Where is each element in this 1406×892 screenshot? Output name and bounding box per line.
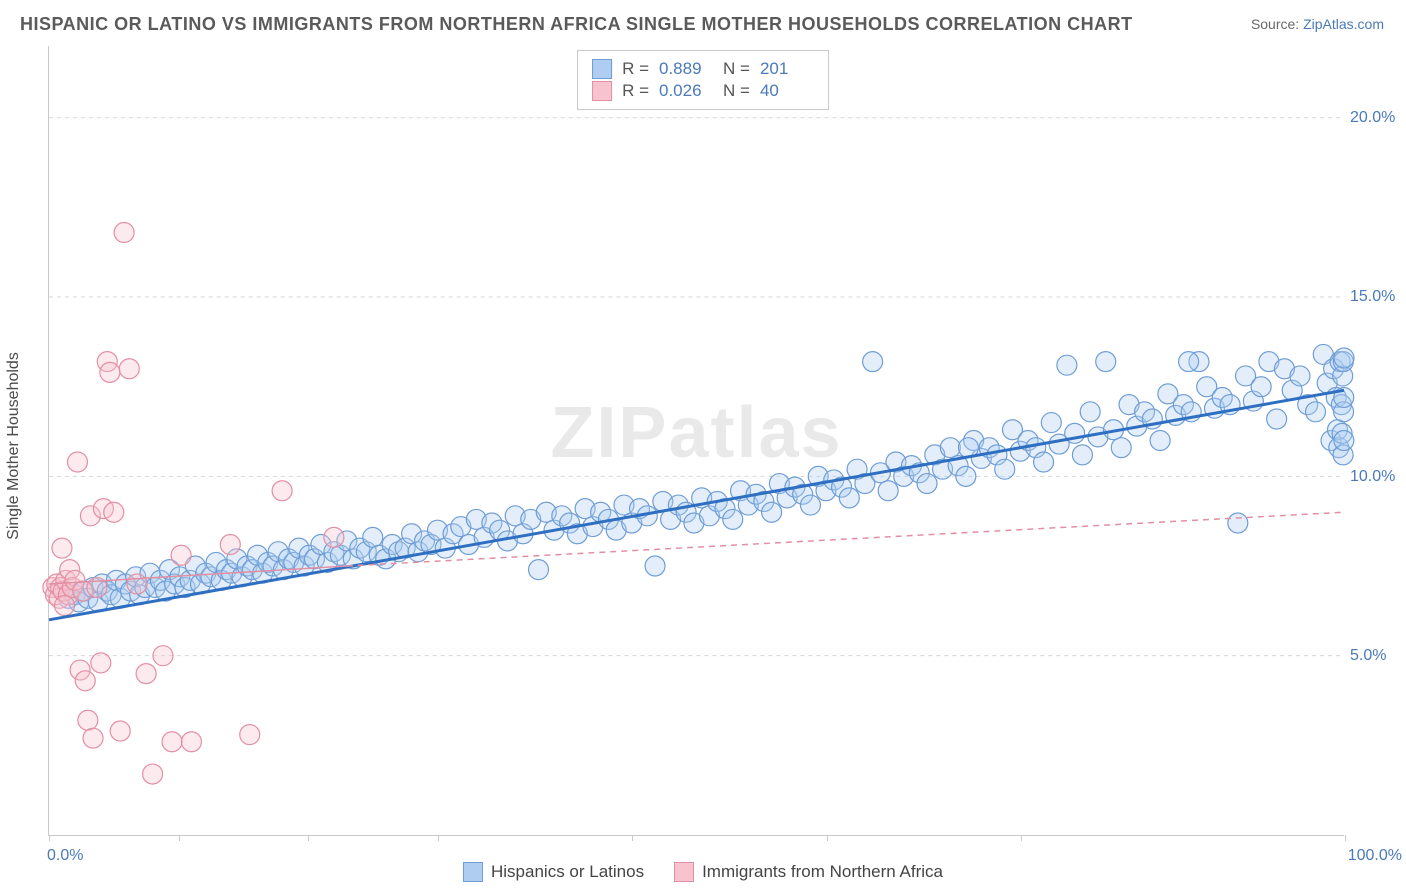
- legend-label: Immigrants from Northern Africa: [702, 862, 943, 882]
- n-label: N =: [723, 59, 750, 79]
- n-value: 201: [760, 59, 814, 79]
- data-point: [1041, 413, 1061, 433]
- data-point: [863, 352, 883, 372]
- chart-title: HISPANIC OR LATINO VS IMMIGRANTS FROM NO…: [20, 14, 1133, 35]
- data-point: [529, 560, 549, 580]
- data-point: [114, 223, 134, 243]
- x-tick: [632, 835, 633, 841]
- data-point: [75, 671, 95, 691]
- data-point: [136, 664, 156, 684]
- y-axis-label: Single Mother Households: [5, 352, 23, 540]
- r-label: R =: [622, 59, 649, 79]
- x-tick: [1021, 835, 1022, 841]
- legend-item: Immigrants from Northern Africa: [674, 862, 943, 882]
- data-point: [723, 509, 743, 529]
- data-point: [800, 495, 820, 515]
- data-point: [324, 527, 344, 547]
- legend-correlation: R = 0.889 N = 201 R = 0.026 N = 40: [577, 50, 829, 110]
- source-value: ZipAtlas.com: [1303, 16, 1384, 32]
- r-value: 0.889: [659, 59, 713, 79]
- data-point: [1072, 445, 1092, 465]
- swatch-pink: [592, 81, 612, 101]
- trend-line: [49, 390, 1344, 620]
- swatch-pink: [674, 862, 694, 882]
- legend-label: Hispanics or Latinos: [491, 862, 644, 882]
- chart-svg: [49, 46, 1344, 835]
- data-point: [78, 710, 98, 730]
- n-value: 40: [760, 81, 814, 101]
- data-point: [1111, 438, 1131, 458]
- data-point: [762, 502, 782, 522]
- data-point: [1096, 352, 1116, 372]
- data-point: [55, 595, 75, 615]
- data-point: [1267, 409, 1287, 429]
- data-point: [83, 728, 103, 748]
- data-point: [940, 438, 960, 458]
- legend-row: R = 0.889 N = 201: [592, 59, 814, 79]
- data-point: [1290, 366, 1310, 386]
- data-point: [995, 459, 1015, 479]
- x-tick: [308, 835, 309, 841]
- r-label: R =: [622, 81, 649, 101]
- data-point: [91, 653, 111, 673]
- data-point: [119, 359, 139, 379]
- legend-series: Hispanics or Latinos Immigrants from Nor…: [463, 862, 943, 882]
- data-point: [181, 732, 201, 752]
- y-tick-label: 20.0%: [1350, 109, 1400, 127]
- data-point: [100, 362, 120, 382]
- data-point: [917, 474, 937, 494]
- data-point: [67, 452, 87, 472]
- data-point: [878, 481, 898, 501]
- data-point: [127, 574, 147, 594]
- data-point: [956, 466, 976, 486]
- data-point: [110, 721, 130, 741]
- x-tick: [49, 835, 50, 841]
- y-tick-label: 10.0%: [1350, 468, 1400, 486]
- y-tick-label: 5.0%: [1350, 647, 1400, 665]
- data-point: [1228, 513, 1248, 533]
- y-tick-label: 15.0%: [1350, 288, 1400, 306]
- data-point: [1150, 431, 1170, 451]
- data-point: [171, 545, 191, 565]
- x-tick: [438, 835, 439, 841]
- data-point: [1080, 402, 1100, 422]
- data-point: [1334, 431, 1354, 451]
- data-point: [1179, 352, 1199, 372]
- data-point: [363, 527, 383, 547]
- data-point: [1251, 377, 1271, 397]
- x-tick: [1345, 835, 1346, 841]
- legend-item: Hispanics or Latinos: [463, 862, 644, 882]
- x-min-label: 0.0%: [47, 847, 83, 865]
- data-point: [104, 502, 124, 522]
- data-point: [272, 481, 292, 501]
- data-point: [220, 535, 240, 555]
- x-tick: [179, 835, 180, 841]
- data-point: [1034, 452, 1054, 472]
- r-value: 0.026: [659, 81, 713, 101]
- data-point: [1057, 355, 1077, 375]
- legend-row: R = 0.026 N = 40: [592, 81, 814, 101]
- source-attribution: Source: ZipAtlas.com: [1251, 16, 1384, 32]
- data-point: [162, 732, 182, 752]
- x-tick: [827, 835, 828, 841]
- data-point: [153, 646, 173, 666]
- plot-area: ZIPatlas 5.0%10.0%15.0%20.0% 0.0% 100.0%: [48, 46, 1344, 836]
- data-point: [839, 488, 859, 508]
- source-label: Source:: [1251, 16, 1299, 32]
- data-point: [240, 725, 260, 745]
- data-point: [1334, 348, 1354, 368]
- swatch-blue: [463, 862, 483, 882]
- data-point: [645, 556, 665, 576]
- swatch-blue: [592, 59, 612, 79]
- data-point: [52, 538, 72, 558]
- n-label: N =: [723, 81, 750, 101]
- data-point: [1306, 402, 1326, 422]
- data-point: [143, 764, 163, 784]
- x-max-label: 100.0%: [1348, 847, 1402, 865]
